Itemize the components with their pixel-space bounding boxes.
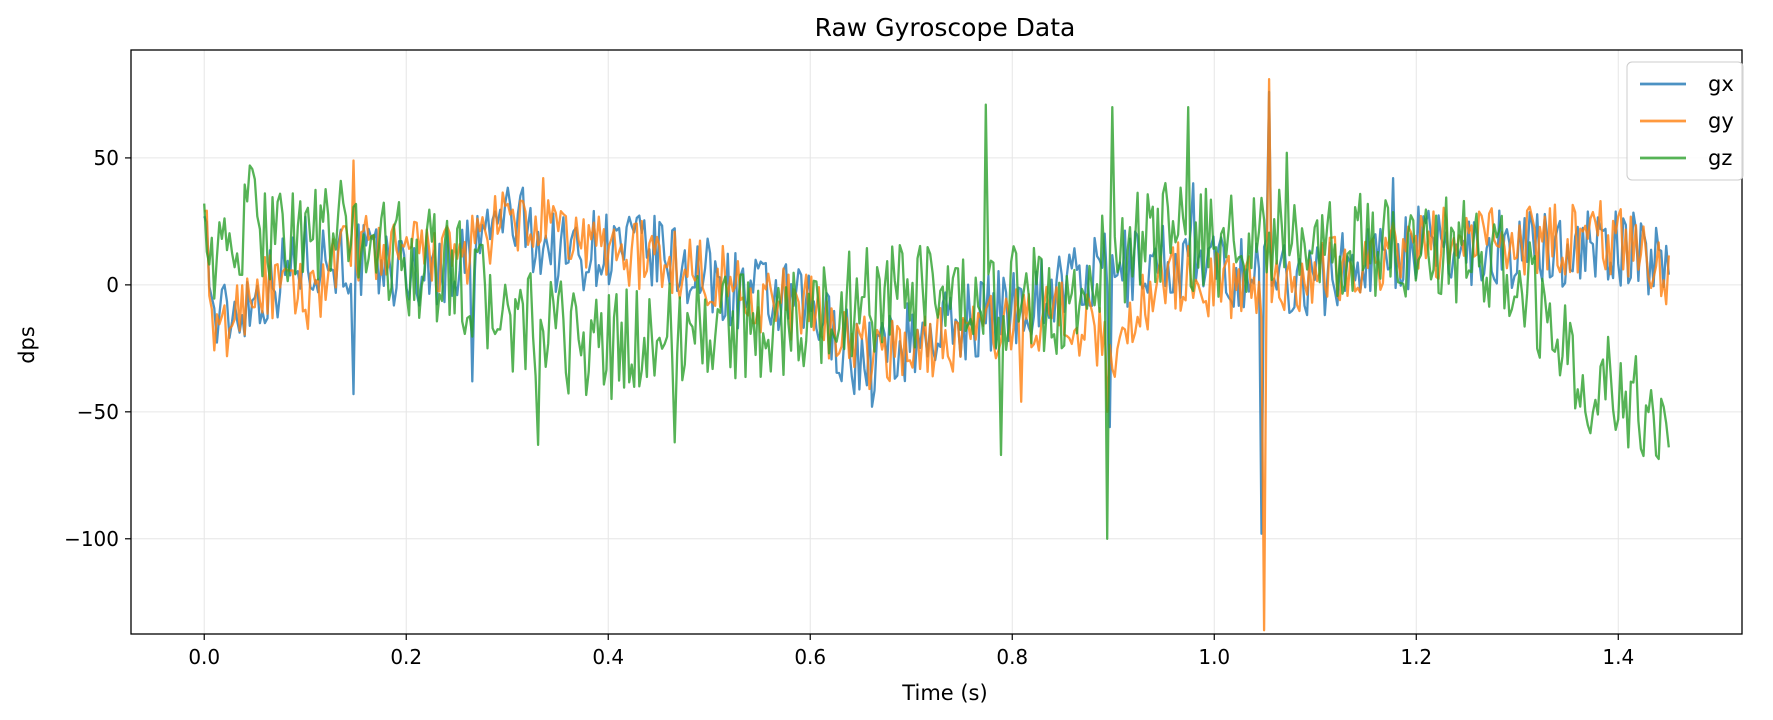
y-tick-label: 0 [106,273,119,297]
legend-label-gx: gx [1708,72,1734,96]
y-axis-title: dps [15,326,39,364]
x-tick-label: 1.0 [1198,645,1230,669]
x-tick-label: 1.2 [1400,645,1432,669]
series-line-gz [203,103,1670,540]
x-axis-title: Time (s) [901,681,987,705]
plot-frame [130,49,1743,635]
x-tick-label: 0.8 [996,645,1028,669]
legend-label-gy: gy [1708,109,1734,133]
x-tick-label: 0.2 [390,645,422,669]
legend-label-gz: gz [1708,146,1732,170]
y-tick-label: −50 [77,400,119,424]
y-tick-label: −100 [64,527,119,551]
x-tick-label: 0.0 [188,645,220,669]
x-tick-label: 1.4 [1602,645,1634,669]
chart-title: Raw Gyroscope Data [815,13,1076,42]
y-tick-label: 50 [94,146,119,170]
x-tick-label: 0.6 [794,645,826,669]
axis-ticks: 0.0 0.2 0.4 0.6 0.8 1.0 1.2 1.4 −100 −50 0 50 [64,146,1634,669]
x-tick-label: 0.4 [592,645,624,669]
series-lines [203,78,1670,632]
legend: gx gy gz [1626,61,1744,181]
